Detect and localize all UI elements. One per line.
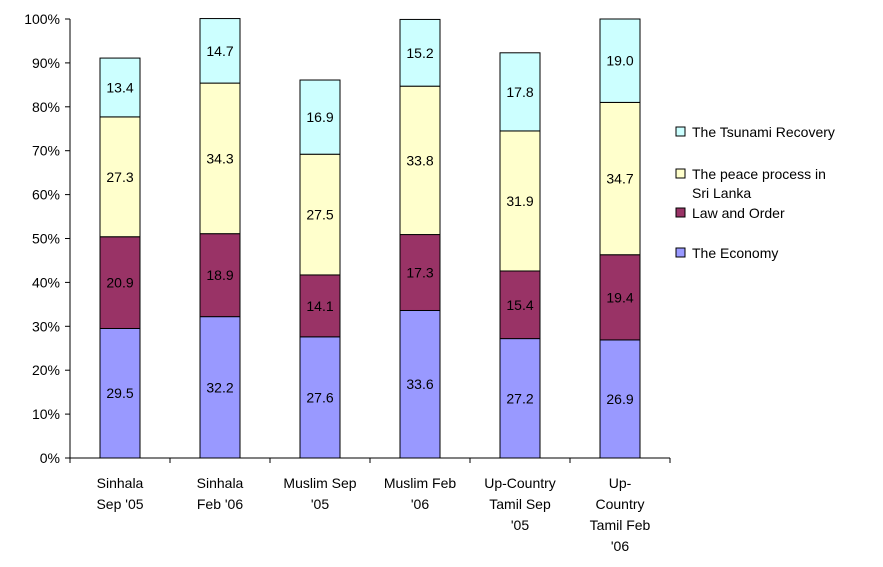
legend-label-line: Sri Lanka — [692, 185, 751, 201]
x-category-label-line: Country — [595, 496, 644, 512]
bar-segment — [199, 316, 241, 459]
data-label: 17.3 — [406, 265, 433, 281]
x-category-label-line: '05 — [311, 496, 329, 512]
legend-label-line: The Economy — [692, 245, 778, 261]
bar-segment — [99, 327, 141, 459]
x-category-label-line: '05 — [511, 517, 529, 533]
data-label: 15.2 — [406, 45, 433, 61]
x-category-label-line: Muslim Feb — [384, 475, 457, 491]
y-tick-label: 100% — [24, 11, 60, 27]
bar-segment — [99, 236, 141, 329]
bar-segment — [499, 338, 541, 459]
data-label: 27.2 — [506, 390, 533, 406]
data-label: 27.5 — [306, 207, 333, 223]
y-tick-label: 50% — [32, 231, 60, 247]
y-tick-label: 0% — [40, 450, 60, 466]
legend-label-line: The Tsunami Recovery — [692, 124, 835, 140]
y-tick-label: 40% — [32, 274, 60, 290]
legend-swatch — [675, 126, 686, 137]
y-tick-label: 60% — [32, 187, 60, 203]
legend-label: The Tsunami Recovery — [692, 124, 835, 140]
data-label: 34.3 — [206, 150, 233, 166]
bar-segment — [499, 270, 541, 340]
bar-segment — [399, 234, 441, 311]
x-category-label-line: Sinhala — [197, 475, 244, 491]
bar-segment — [599, 18, 641, 103]
x-category-label: Sinhala Feb '06 — [197, 475, 244, 512]
bar-segment — [499, 52, 541, 132]
data-label: 26.9 — [606, 391, 633, 407]
data-label: 27.6 — [306, 389, 333, 405]
y-tick-label: 30% — [32, 318, 60, 334]
bar-segment — [399, 309, 441, 459]
x-category-label-line: Tamil Sep — [489, 496, 551, 512]
x-category-label-line: '06 — [611, 538, 629, 554]
data-label: 14.7 — [206, 43, 233, 59]
data-label: 17.8 — [506, 84, 533, 100]
data-label: 20.9 — [106, 275, 133, 291]
x-category-label: Muslim Feb '06 — [384, 475, 457, 512]
bar-segment — [299, 153, 341, 276]
y-tick-label: 90% — [32, 55, 60, 71]
legend-label: The Economy — [692, 245, 778, 261]
data-label: 33.6 — [406, 376, 433, 392]
x-category-label-line: Sep '05 — [96, 496, 143, 512]
legend-swatch — [675, 168, 686, 179]
x-category-label: Up- Country Tamil Feb '06 — [590, 475, 651, 554]
data-label: 32.2 — [206, 379, 233, 395]
x-category-label-line: Muslim Sep — [283, 475, 356, 491]
bar-segment — [399, 85, 441, 236]
bar-segment — [299, 79, 341, 155]
x-category-label: Sinhala Sep '05 — [96, 475, 143, 512]
data-label: 27.3 — [106, 169, 133, 185]
bar-segment — [599, 254, 641, 341]
data-label: 34.7 — [606, 171, 633, 187]
bar-segment — [199, 18, 241, 84]
bar-segment — [499, 130, 541, 272]
x-category-label: Muslim Sep '05 — [283, 475, 356, 512]
y-tick-label: 80% — [32, 99, 60, 115]
bar-segment — [199, 233, 241, 318]
bar-segment — [299, 336, 341, 459]
data-label: 13.4 — [106, 79, 133, 95]
data-label: 33.8 — [406, 152, 433, 168]
legend-label-line: The peace process in — [692, 166, 826, 182]
data-label: 16.9 — [306, 109, 333, 125]
data-label: 14.1 — [306, 298, 333, 314]
x-category-label-line: Sinhala — [97, 475, 144, 491]
y-tick-label: 70% — [32, 143, 60, 159]
legend-swatch — [675, 247, 686, 258]
data-label: 29.5 — [106, 385, 133, 401]
y-tick-label: 10% — [32, 406, 60, 422]
legend-label: Law and Order — [692, 205, 785, 221]
legend-label: The peace process in Sri Lanka — [692, 166, 826, 201]
bar-segment — [599, 339, 641, 459]
data-label: 19.4 — [606, 289, 633, 305]
data-label: 18.9 — [206, 267, 233, 283]
data-label: 15.4 — [506, 297, 533, 313]
x-category-label-line: Feb '06 — [197, 496, 243, 512]
legend-swatch — [675, 207, 686, 218]
data-label: 31.9 — [506, 193, 533, 209]
x-category-label-line: '06 — [411, 496, 429, 512]
data-label: 19.0 — [606, 53, 633, 69]
x-category-label-line: Tamil Feb — [590, 517, 651, 533]
x-category-label-line: Up- — [609, 475, 632, 491]
x-category-label: Up-Country Tamil Sep '05 — [484, 475, 556, 533]
y-tick-label: 20% — [32, 362, 60, 378]
legend-label-line: Law and Order — [692, 205, 785, 221]
bar-segment — [399, 18, 441, 87]
bar-segment — [299, 274, 341, 338]
x-category-label-line: Up-Country — [484, 475, 556, 491]
bar-segment — [99, 116, 141, 238]
bar-segment — [199, 82, 241, 235]
bar-segment — [99, 57, 141, 118]
